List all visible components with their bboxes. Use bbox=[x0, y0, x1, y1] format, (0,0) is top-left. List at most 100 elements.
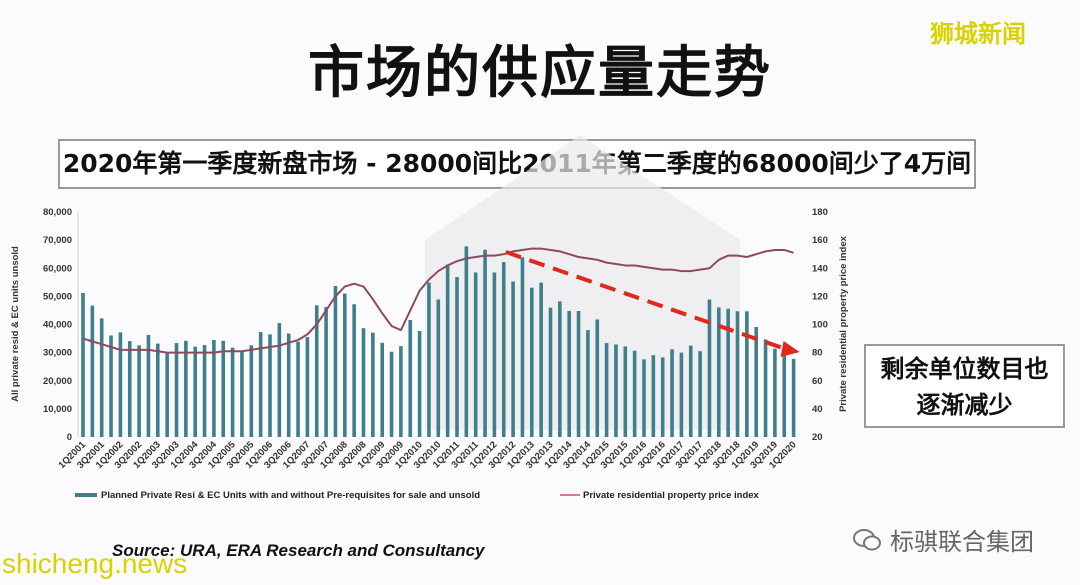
bar-2Q2015 bbox=[614, 344, 618, 437]
bar-4Q2007 bbox=[333, 285, 338, 437]
bar-2Q2011 bbox=[464, 246, 469, 437]
bar-2Q2004 bbox=[202, 345, 207, 437]
bar-1Q2009 bbox=[380, 342, 384, 437]
bar-3Q2016 bbox=[660, 357, 665, 437]
bar-2Q2007 bbox=[314, 305, 319, 437]
bar-2Q2012 bbox=[501, 262, 506, 437]
bar-3Q2005 bbox=[249, 345, 254, 437]
bar-3Q2014 bbox=[586, 330, 590, 437]
bar-1Q2008 bbox=[343, 293, 347, 437]
left-tick-label: 60,000 bbox=[43, 263, 72, 274]
bar-2Q2014 bbox=[576, 311, 581, 437]
right-axis-label: Private residential property price index bbox=[838, 235, 849, 412]
bar-3Q2015 bbox=[623, 346, 628, 437]
page-title: 市场的供应量走势 bbox=[308, 41, 772, 106]
price-index-line bbox=[82, 247, 794, 354]
bar-2Q2006 bbox=[277, 323, 282, 437]
bar-4Q2015 bbox=[632, 350, 637, 437]
bar-4Q2001 bbox=[109, 335, 113, 437]
legend-swatch-bars bbox=[75, 493, 97, 497]
bar-1Q2018 bbox=[717, 307, 721, 437]
bar-3Q2003 bbox=[174, 343, 179, 437]
bar-1Q2010 bbox=[417, 330, 422, 437]
right-tick-label: 120 bbox=[812, 291, 828, 302]
bar-3Q2008 bbox=[361, 328, 366, 437]
bar-3Q2001 bbox=[99, 318, 104, 437]
left-tick-label: 10,000 bbox=[43, 404, 72, 415]
bar-1Q2006 bbox=[268, 334, 272, 437]
bar-1Q2016 bbox=[642, 359, 646, 437]
bar-4Q2005 bbox=[258, 332, 263, 437]
bar-3Q2011 bbox=[473, 272, 478, 437]
bar-3Q2007 bbox=[324, 307, 328, 437]
bar-1Q2011 bbox=[455, 276, 459, 437]
era-logo-watermark bbox=[425, 135, 740, 430]
bar-2Q2018 bbox=[726, 308, 730, 437]
left-axis-label: All private resid & EC units unsold bbox=[10, 246, 21, 402]
bar-4Q2010 bbox=[445, 264, 450, 437]
right-tick-label: 20 bbox=[812, 432, 823, 443]
bar-4Q2011 bbox=[483, 249, 487, 437]
bar-2Q2008 bbox=[352, 304, 356, 437]
bar-2Q2002 bbox=[127, 341, 132, 437]
source-note: Source: URA, ERA Research and Consultanc… bbox=[112, 541, 485, 560]
bar-1Q2015 bbox=[604, 343, 609, 437]
bar-4Q2014 bbox=[595, 319, 600, 437]
legend-label-bars: Planned Private Resi & EC Units with and… bbox=[101, 490, 480, 501]
bar-3Q2017 bbox=[698, 351, 702, 437]
bar-2Q2017 bbox=[688, 345, 693, 437]
bar-2Q2009 bbox=[389, 351, 394, 437]
bar-2Q2019 bbox=[763, 339, 768, 437]
group-name: 标骐联合集团 bbox=[890, 528, 1034, 556]
bar-1Q2005 bbox=[230, 347, 235, 437]
right-tick-label: 180 bbox=[812, 207, 828, 218]
bar-4Q2019 bbox=[782, 352, 787, 437]
bar-2Q2016 bbox=[651, 355, 656, 437]
legend-swatch-line bbox=[560, 494, 580, 496]
callout-line1: 剩余单位数目也 bbox=[880, 355, 1049, 383]
bar-1Q2007 bbox=[305, 337, 310, 437]
bar-2Q2001 bbox=[90, 305, 95, 437]
bar-4Q2008 bbox=[371, 332, 375, 437]
bar-3Q2006 bbox=[286, 333, 291, 437]
left-tick-label: 0 bbox=[67, 432, 72, 443]
legend-label-line: Private residential property price index bbox=[583, 490, 760, 501]
right-tick-label: 80 bbox=[812, 348, 823, 359]
bar-1Q2020 bbox=[791, 358, 796, 437]
right-tick-label: 60 bbox=[812, 376, 823, 387]
bar-3Q2002 bbox=[137, 345, 141, 437]
wechat-icon bbox=[853, 528, 881, 550]
right-tick-label: 40 bbox=[812, 404, 823, 415]
left-tick-label: 30,000 bbox=[43, 348, 72, 359]
bar-2Q2005 bbox=[240, 350, 244, 437]
bar-3Q2018 bbox=[735, 311, 740, 437]
left-tick-label: 70,000 bbox=[43, 235, 72, 246]
bar-3Q2013 bbox=[548, 307, 553, 437]
bar-3Q2004 bbox=[212, 339, 216, 437]
group-watermark: 标骐联合集团 bbox=[852, 522, 1034, 557]
trend-arrow-head bbox=[780, 341, 800, 357]
bar-1Q2013 bbox=[530, 287, 534, 437]
bar-3Q2012 bbox=[511, 281, 515, 437]
bar-1Q2002 bbox=[118, 332, 123, 437]
callout-box: 剩余单位数目也 逐渐减少 bbox=[864, 344, 1065, 428]
bar-4Q2013 bbox=[558, 301, 562, 437]
left-tick-label: 20,000 bbox=[43, 376, 72, 387]
bar-1Q2017 bbox=[679, 352, 684, 437]
bar-1Q2012 bbox=[492, 272, 497, 437]
bar-2Q2010 bbox=[427, 282, 431, 437]
bar-2Q2003 bbox=[165, 352, 169, 437]
bar-3Q2009 bbox=[399, 346, 403, 437]
left-tick-label: 80,000 bbox=[43, 207, 72, 218]
bar-1Q2001 bbox=[81, 293, 85, 437]
left-tick-label: 40,000 bbox=[43, 320, 72, 331]
bar-4Q2017 bbox=[707, 299, 712, 437]
bar-4Q2003 bbox=[184, 340, 188, 437]
site-watermark: shicheng.news bbox=[2, 548, 188, 579]
left-tick-label: 50,000 bbox=[43, 291, 72, 302]
right-tick-label: 160 bbox=[812, 235, 828, 246]
bar-4Q2009 bbox=[408, 320, 413, 437]
bar-1Q2014 bbox=[567, 311, 571, 437]
bar-4Q2012 bbox=[520, 257, 525, 437]
